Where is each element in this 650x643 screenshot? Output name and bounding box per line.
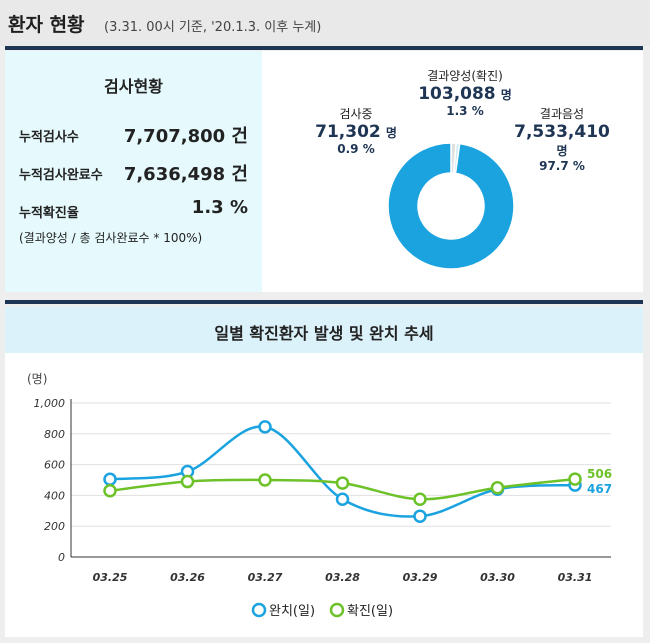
testing-unit: 명 <box>385 126 397 140</box>
legend-label: 완치(일) <box>269 604 315 619</box>
chart-title: 일별 확진환자 발생 및 완치 추세 <box>214 324 434 343</box>
x-tick-label: 03.29 <box>403 571 438 584</box>
data-point <box>258 420 272 434</box>
data-point <box>103 484 117 498</box>
y-tick-label: 200 <box>44 520 65 533</box>
legend-label: 확진(일) <box>347 604 393 619</box>
negative-percent: 97.7 % <box>539 159 585 173</box>
chart-title-bar: 일별 확진환자 발생 및 완치 추세 <box>5 307 643 353</box>
page-title: 환자 현황 <box>8 14 85 36</box>
y-tick-label: 400 <box>44 489 65 502</box>
stats-title: 검사현황 <box>104 77 163 96</box>
donut-label-positive: 결과양성(확진) 103,088 명 1.3 % <box>400 67 530 118</box>
legend-item-0: 완치(일) <box>251 602 315 619</box>
donut-label-testing: 검사중 71,302 명 0.9 % <box>306 105 406 156</box>
completed-tests-value: 7,636,498 건 <box>123 164 248 185</box>
testing-name: 검사중 <box>339 107 373 121</box>
completed-tests-label: 누적검사완료수 <box>19 168 103 183</box>
negative-name: 결과음성 <box>539 107 585 121</box>
data-point <box>413 492 427 506</box>
donut-label-negative: 결과음성 7,533,410 명 97.7 % <box>502 105 622 173</box>
total-tests-label: 누적검사수 <box>19 130 79 145</box>
y-tick-label: 1,000 <box>34 397 66 410</box>
positive-name: 결과양성(확진) <box>427 69 503 83</box>
donut-panel: 결과양성(확진) 103,088 명 1.3 % 검사중 71,302 명 0.… <box>262 51 643 292</box>
divider <box>5 300 643 304</box>
x-tick-label: 03.28 <box>325 571 360 584</box>
x-tick-label: 03.31 <box>558 571 593 584</box>
donut-slice-2 <box>387 142 515 270</box>
legend-item-1: 확진(일) <box>329 602 393 619</box>
total-tests-value: 7,707,800 건 <box>123 126 248 147</box>
data-point <box>335 492 350 506</box>
data-label: 467 <box>587 482 612 496</box>
data-point <box>335 476 350 490</box>
trend-chart-panel: 일별 확진환자 발생 및 완치 추세 (명) 0 200 400 600 800 1,000… <box>5 307 643 637</box>
data-label: 506 <box>587 467 612 481</box>
data-point <box>413 509 427 523</box>
positive-rate-label: 누적확진율 <box>19 206 79 221</box>
y-axis-label: (명) <box>27 372 47 386</box>
x-tick-label: 03.27 <box>248 571 283 584</box>
data-point <box>490 480 505 495</box>
data-point <box>103 472 117 486</box>
y-tick-label: 600 <box>44 459 65 472</box>
page-subtitle: (3.31. 00시 기준, '20.1.3. 이후 누계) <box>104 20 322 35</box>
header: 환자 현황 (3.31. 00시 기준, '20.1.3. 이후 누계) <box>0 0 650 46</box>
x-tick-label: 03.26 <box>170 571 205 584</box>
positive-percent: 1.3 % <box>446 104 484 118</box>
legend-marker <box>329 602 345 618</box>
data-point <box>568 472 582 486</box>
legend-marker <box>251 602 267 618</box>
x-tick-label: 03.30 <box>480 571 515 584</box>
divider <box>5 46 643 50</box>
x-tick-label: 03.25 <box>93 571 128 584</box>
test-status-panel: 검사현황 누적검사수 7,707,800 건 누적검사완료수 7,636,498… <box>5 51 262 292</box>
testing-value: 71,302 <box>315 122 381 142</box>
negative-value: 7,533,410 <box>514 122 610 142</box>
line-chart: (명) 0 200 400 600 800 1,000 03.25 03.26 03.27 03.2… <box>27 372 612 619</box>
data-point <box>180 474 195 489</box>
positive-unit: 명 <box>500 88 512 102</box>
positive-value: 103,088 <box>418 84 496 104</box>
negative-unit: 명 <box>556 144 568 158</box>
data-point <box>258 473 272 487</box>
testing-percent: 0.9 % <box>337 142 375 156</box>
y-tick-label: 0 <box>58 551 65 564</box>
donut-chart <box>387 142 515 270</box>
positive-rate-note: (결과양성 / 총 검사완료수 * 100%) <box>19 231 203 245</box>
y-tick-label: 800 <box>44 428 65 441</box>
positive-rate-value: 1.3 % <box>191 197 248 218</box>
